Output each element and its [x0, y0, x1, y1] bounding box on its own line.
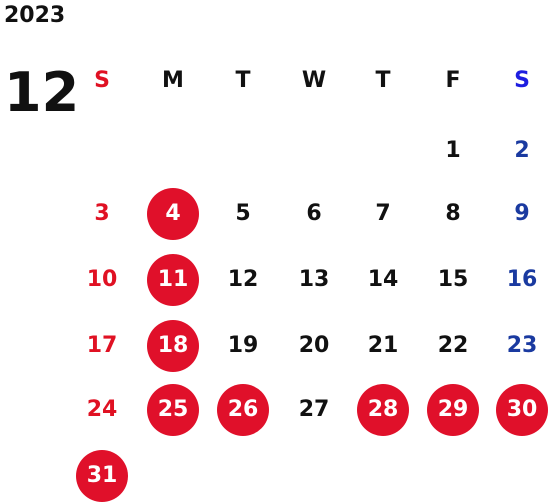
calendar-day[interactable]: 24 [86, 397, 118, 422]
calendar-day[interactable]: 16 [506, 267, 538, 292]
year-label: 2023 [4, 3, 66, 28]
weekday-header: T [375, 68, 391, 93]
calendar-day-highlighted[interactable]: 30 [496, 384, 548, 436]
calendar-day-highlighted[interactable]: 26 [217, 384, 269, 436]
calendar-day[interactable]: 15 [437, 267, 469, 292]
calendar-day[interactable]: 23 [506, 333, 538, 358]
weekday-header: W [301, 68, 327, 93]
calendar-day[interactable]: 5 [235, 201, 251, 226]
calendar-day-highlighted[interactable]: 28 [357, 384, 409, 436]
calendar-day[interactable]: 17 [86, 333, 118, 358]
calendar-day[interactable]: 19 [227, 333, 259, 358]
calendar-day-highlighted[interactable]: 25 [147, 384, 199, 436]
calendar-day-highlighted[interactable]: 4 [147, 188, 199, 240]
calendar-day[interactable]: 21 [367, 333, 399, 358]
calendar-day[interactable]: 12 [227, 267, 259, 292]
calendar-day[interactable]: 27 [298, 397, 330, 422]
calendar-day-highlighted[interactable]: 18 [147, 320, 199, 372]
calendar-day[interactable]: 14 [367, 267, 399, 292]
calendar-day-highlighted[interactable]: 29 [427, 384, 479, 436]
calendar-day[interactable]: 20 [298, 333, 330, 358]
weekday-header: M [162, 68, 184, 93]
calendar-day-highlighted[interactable]: 31 [76, 450, 128, 502]
month-number: 12 [4, 61, 80, 124]
calendar-day[interactable]: 1 [445, 138, 461, 163]
weekday-header: T [235, 68, 251, 93]
calendar-day[interactable]: 2 [514, 138, 530, 163]
calendar-day[interactable]: 13 [298, 267, 330, 292]
weekday-header: S [94, 68, 110, 93]
weekday-header: S [514, 68, 530, 93]
calendar-day[interactable]: 22 [437, 333, 469, 358]
calendar-day[interactable]: 7 [375, 201, 391, 226]
calendar-day[interactable]: 10 [86, 267, 118, 292]
calendar-day[interactable]: 8 [445, 201, 461, 226]
calendar-day[interactable]: 9 [514, 201, 530, 226]
weekday-header: F [445, 68, 461, 93]
calendar-day[interactable]: 6 [306, 201, 322, 226]
calendar-day-highlighted[interactable]: 11 [147, 254, 199, 306]
calendar-day[interactable]: 3 [94, 201, 110, 226]
